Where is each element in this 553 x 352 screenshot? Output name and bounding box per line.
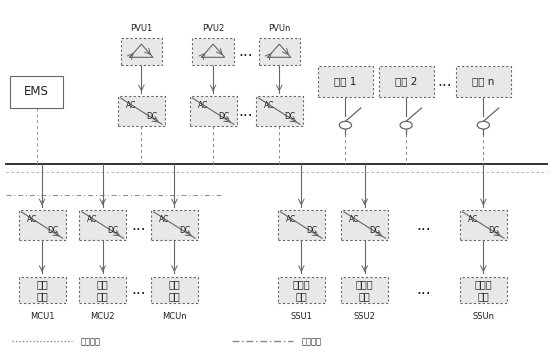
Text: AC: AC (286, 215, 296, 224)
Text: AC: AC (349, 215, 359, 224)
Text: ...: ... (437, 74, 452, 89)
Text: DC: DC (107, 226, 119, 235)
Text: PVUn: PVUn (268, 24, 290, 33)
Bar (190, 96, 237, 126)
Bar (460, 277, 507, 303)
Text: DC: DC (179, 226, 190, 235)
Text: DC: DC (146, 112, 157, 121)
Text: DC: DC (218, 112, 229, 121)
Text: 锂离子
电池: 锂离子 电池 (356, 279, 374, 301)
Text: 负茱 1: 负茱 1 (334, 76, 357, 86)
Text: 超级
电容: 超级 电容 (97, 279, 108, 301)
Text: SSUn: SSUn (472, 312, 494, 321)
Text: DC: DC (306, 226, 317, 235)
Bar (19, 277, 65, 303)
Bar (79, 277, 126, 303)
Bar (11, 76, 62, 108)
Bar (151, 277, 198, 303)
Bar (121, 38, 162, 65)
Text: DC: DC (369, 226, 380, 235)
Text: PVU1: PVU1 (130, 24, 153, 33)
Text: MCU2: MCU2 (91, 312, 115, 321)
Text: AC: AC (264, 101, 274, 110)
Bar (259, 38, 300, 65)
Text: 负茱 n: 负茱 n (472, 76, 494, 86)
Text: ...: ... (239, 44, 253, 59)
Circle shape (340, 121, 352, 129)
Text: ...: ... (417, 218, 431, 233)
Bar (341, 210, 388, 240)
Text: 锂离子
电池: 锂离子 电池 (293, 279, 310, 301)
Text: MCUn: MCUn (162, 312, 187, 321)
Bar (379, 65, 434, 97)
Bar (278, 277, 325, 303)
Text: AC: AC (87, 215, 98, 224)
Text: DC: DC (47, 226, 58, 235)
Text: SSU2: SSU2 (354, 312, 375, 321)
Text: 负茱 2: 负茱 2 (395, 76, 418, 86)
Text: 超级
电容: 超级 电容 (36, 279, 48, 301)
Text: ...: ... (131, 218, 146, 233)
Text: EMS: EMS (24, 85, 49, 98)
Text: SSU1: SSU1 (290, 312, 312, 321)
Bar (256, 96, 302, 126)
Bar (79, 210, 126, 240)
Bar (151, 210, 198, 240)
Text: DC: DC (488, 226, 499, 235)
Bar (456, 65, 511, 97)
Text: DC: DC (284, 112, 295, 121)
Bar (460, 210, 507, 240)
Text: ...: ... (131, 282, 146, 297)
Text: PVU2: PVU2 (202, 24, 224, 33)
Bar (192, 38, 234, 65)
Text: MCU1: MCU1 (30, 312, 54, 321)
Bar (341, 277, 388, 303)
Text: AC: AC (126, 101, 136, 110)
Text: AC: AC (159, 215, 169, 224)
Bar (318, 65, 373, 97)
Text: AC: AC (27, 215, 37, 224)
Text: AC: AC (468, 215, 478, 224)
Circle shape (400, 121, 412, 129)
Text: 锂离子
电池: 锂离子 电池 (474, 279, 492, 301)
Text: ...: ... (417, 282, 431, 297)
Bar (278, 210, 325, 240)
Text: 超级
电容: 超级 电容 (169, 279, 180, 301)
Text: 总线通讯: 总线通讯 (301, 337, 321, 346)
Text: 光纤通讯: 光纤通讯 (81, 337, 101, 346)
Bar (19, 210, 65, 240)
Text: ...: ... (239, 103, 253, 119)
Text: AC: AC (197, 101, 208, 110)
Bar (118, 96, 165, 126)
Circle shape (477, 121, 489, 129)
